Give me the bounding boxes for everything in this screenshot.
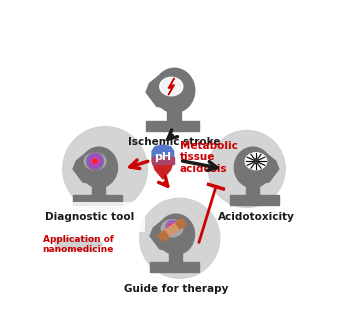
Ellipse shape (154, 68, 195, 113)
Polygon shape (152, 160, 174, 179)
Circle shape (93, 159, 98, 164)
Polygon shape (73, 151, 92, 184)
Ellipse shape (80, 147, 118, 188)
Ellipse shape (157, 214, 194, 255)
Polygon shape (168, 78, 174, 95)
Polygon shape (169, 250, 182, 262)
Text: Guide for therapy: Guide for therapy (124, 284, 228, 294)
FancyBboxPatch shape (176, 218, 186, 229)
Circle shape (91, 157, 99, 165)
FancyBboxPatch shape (158, 231, 168, 241)
Text: Diagnostic tool: Diagnostic tool (45, 212, 134, 222)
Text: Acidotoxicity: Acidotoxicity (218, 212, 294, 222)
Circle shape (208, 130, 285, 207)
Polygon shape (260, 151, 279, 184)
FancyArrow shape (55, 237, 103, 252)
Polygon shape (146, 73, 167, 108)
Ellipse shape (234, 147, 271, 188)
Text: Ischemic stroke: Ischemic stroke (128, 137, 221, 146)
Ellipse shape (84, 153, 106, 170)
Text: pH: pH (154, 152, 172, 162)
Polygon shape (230, 195, 279, 204)
Circle shape (168, 223, 176, 230)
Polygon shape (247, 184, 260, 195)
Circle shape (87, 153, 104, 170)
Polygon shape (150, 262, 198, 272)
Circle shape (170, 224, 174, 229)
Circle shape (89, 155, 101, 167)
Circle shape (254, 159, 258, 164)
Polygon shape (73, 195, 121, 204)
Polygon shape (152, 145, 174, 160)
Polygon shape (150, 218, 169, 250)
Polygon shape (92, 184, 105, 195)
Ellipse shape (245, 153, 267, 170)
Polygon shape (167, 108, 181, 120)
Polygon shape (152, 157, 174, 164)
Text: Application of
nanomedicine: Application of nanomedicine (42, 235, 114, 254)
FancyBboxPatch shape (161, 220, 183, 239)
Ellipse shape (161, 220, 183, 237)
Ellipse shape (160, 77, 183, 96)
Circle shape (166, 221, 178, 233)
Polygon shape (146, 120, 199, 131)
Circle shape (140, 198, 220, 278)
Text: Metabolic
tissue
acidosis: Metabolic tissue acidosis (180, 141, 238, 174)
Circle shape (63, 126, 147, 211)
